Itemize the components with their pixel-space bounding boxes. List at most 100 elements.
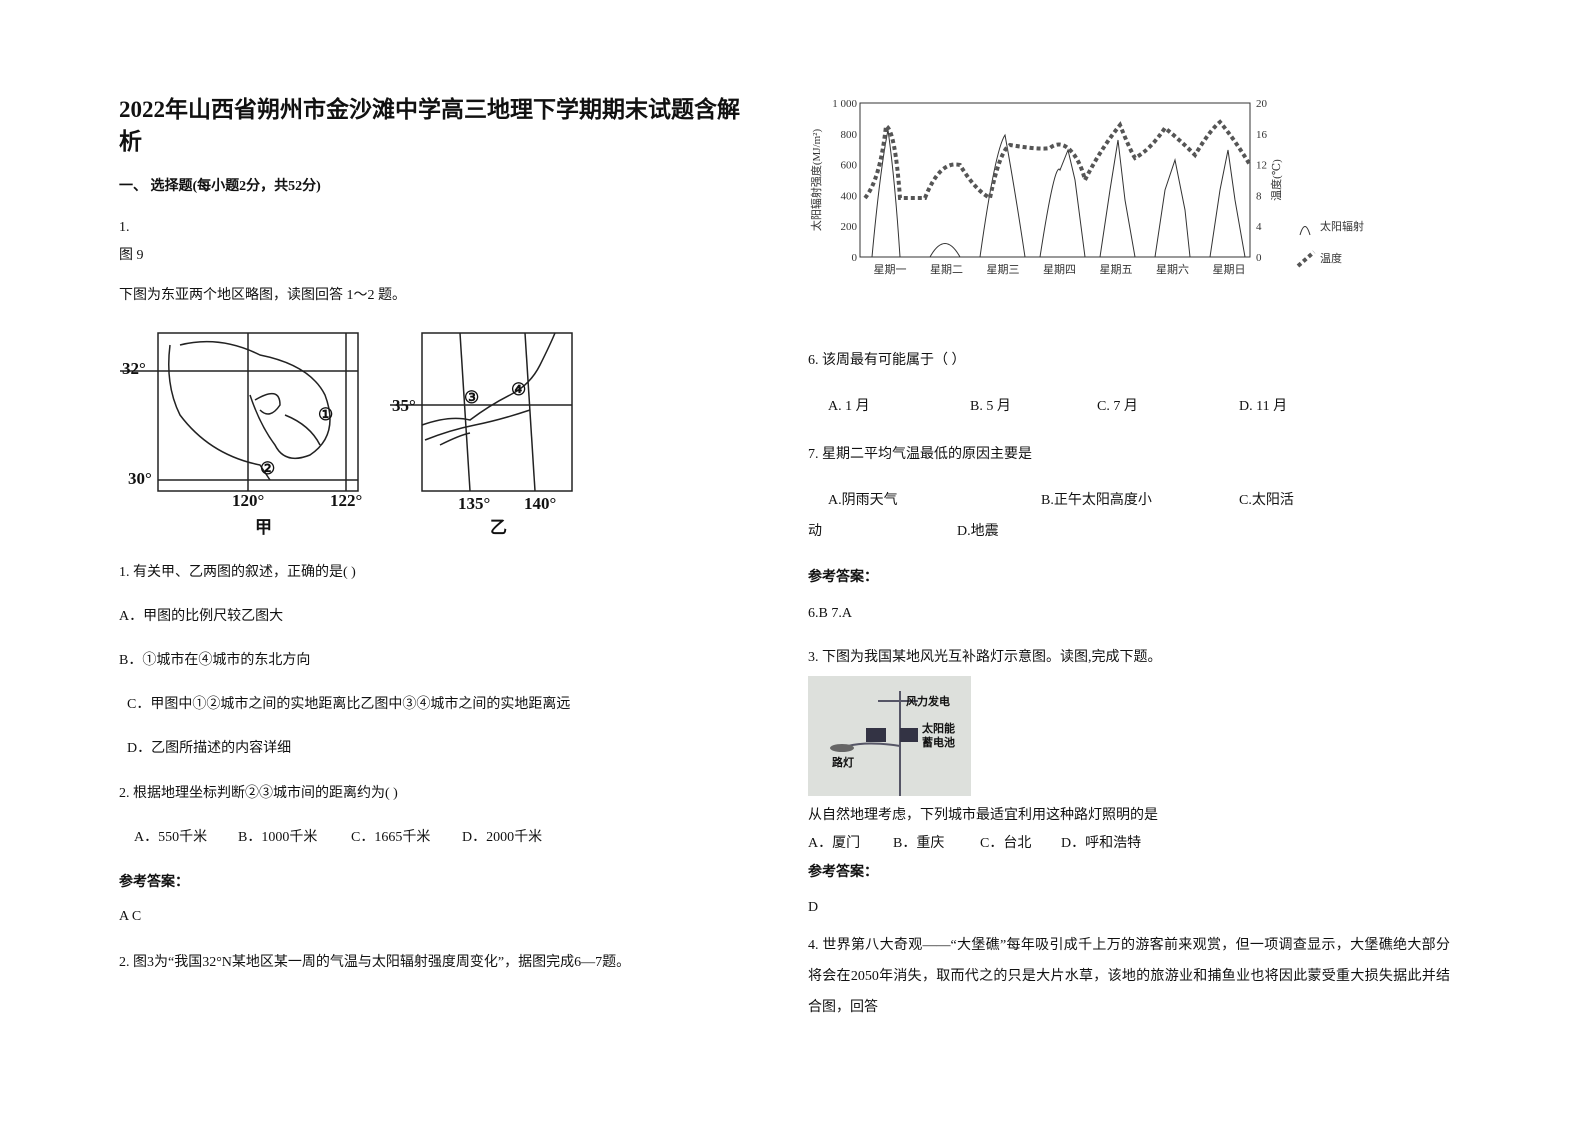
answer-label: 参考答案： [808, 570, 878, 585]
option: B．重庆 [893, 836, 945, 851]
map-label: 135° [458, 494, 490, 513]
question-number: 1. [119, 220, 130, 235]
y-tick-label: 800 [841, 129, 858, 141]
map-label: 35° [392, 396, 416, 415]
map-label: 32° [122, 359, 146, 378]
x-tick-label: 星期三 [987, 263, 1020, 276]
map-label: 122° [330, 491, 362, 510]
option: D. 11 月 [1239, 399, 1288, 414]
map-label: ② [260, 459, 275, 478]
question-stem: 2. 图3为“我国32°N某地区某一周的气温与太阳辐射强度周变化”，据图完成6—… [119, 955, 631, 970]
photo-label: 蓄电池 [922, 735, 955, 749]
x-tick-label: 星期日 [1213, 263, 1246, 276]
map-label: ④ [511, 380, 526, 399]
graphic: 1 000 800 600 400 200 0 20 16 12 8 4 0 星期一 星期二 星期三 星期四 星… [809, 98, 1364, 276]
option: C．甲图中①②城市之间的实地距离比乙图中③④城市之间的实地距离远 [127, 697, 571, 712]
y2-tick-label: 16 [1256, 129, 1268, 141]
answer-label: 参考答案： [119, 875, 189, 890]
graphic [859, 102, 1316, 268]
map-label: ① [318, 405, 333, 424]
section-heading: 一、 选择题(每小题2分，共52分) [119, 179, 321, 194]
option: C.太阳活 [1239, 493, 1294, 508]
y2-tick-label: 12 [1256, 160, 1267, 172]
option: D．2000千米 [462, 830, 543, 845]
x-tick-label: 星期四 [1043, 263, 1076, 276]
y-tick-label: 0 [852, 252, 858, 264]
y-axis-label: 太阳辐射强度(MJ/m²) [809, 129, 823, 232]
option: B．1000千米 [238, 830, 318, 845]
option: A.阴雨天气 [828, 493, 898, 508]
y-tick-label: 400 [841, 190, 858, 202]
option: D．乙图所描述的内容详细 [127, 741, 292, 756]
map-caption: 甲 [255, 518, 272, 537]
legend-icon [1299, 226, 1311, 236]
map-frame [157, 332, 359, 492]
map-line [459, 332, 471, 492]
question-stem: 2. 根据地理坐标判断②③城市间的距离约为( ) [119, 786, 398, 801]
question-stem: 从自然地理考虑，下列城市最适宜利用这种路灯照明的是 [808, 808, 1158, 823]
answer: D [808, 900, 819, 915]
map-label: 30° [128, 469, 152, 488]
question-stem: 7. 星期二平均气温最低的原因主要是 [808, 447, 1032, 462]
x-tick-label: 星期一 [874, 263, 907, 276]
y2-tick-label: 8 [1256, 190, 1262, 202]
legend-label: 温度 [1320, 251, 1342, 265]
option: B．①城市在④城市的东北方向 [119, 653, 311, 668]
lamp-arm [847, 742, 901, 747]
option: C. 7 月 [1097, 399, 1138, 414]
question-stem: 6. 该周最有可能属于（ ） [808, 353, 966, 368]
y2-tick-label: 4 [1256, 221, 1262, 233]
panel [866, 728, 886, 742]
answer: A C [119, 909, 142, 924]
y-tick-label: 600 [841, 160, 858, 172]
photo-label: 太阳能 [921, 721, 955, 735]
map-line [524, 332, 536, 492]
option: A．厦门 [808, 836, 861, 851]
graphic: 32° 30° 120° 122° 甲 ① ② 35° 135° 140° 乙 … [122, 359, 556, 537]
maps-figure: 32° 30° 120° 122° 甲 ① ② 35° 135° 140° 乙 … [120, 332, 573, 537]
y-tick-label: 1 000 [832, 98, 857, 110]
y2-axis-label: 温度(℃) [1269, 159, 1283, 201]
option: D.地震 [957, 524, 999, 539]
legend-icon [1296, 250, 1316, 268]
chart-frame [859, 102, 1251, 258]
x-tick-label: 星期五 [1100, 263, 1133, 276]
coastline [421, 332, 556, 446]
legend-label: 太阳辐射 [1320, 219, 1364, 233]
y-tick-label: 200 [841, 221, 858, 233]
y2-tick-label: 20 [1256, 98, 1268, 110]
paragraph: 4. 世界第八大奇观——“大堡礁”每年吸引成千上万的游客前来观赏，但一项调查显示… [808, 938, 1450, 1015]
question-stem: 1. 有关甲、乙两图的叙述，正确的是( ) [119, 565, 356, 580]
figure-ref: 图 9 [119, 248, 144, 263]
map-label: 140° [524, 494, 556, 513]
graphic [120, 332, 573, 492]
intro: 下图为东亚两个地区略图，读图回答 1～2 题。 [119, 288, 406, 303]
x-tick-label: 星期六 [1156, 263, 1189, 276]
option: C．台北 [980, 836, 1032, 851]
x-tick-label: 星期二 [930, 263, 963, 276]
chart-figure: 1 000 800 600 400 200 0 20 16 12 8 4 0 星期一 星期二 星期三 星期四 星… [809, 98, 1364, 276]
option: 动 [808, 524, 822, 539]
lamp [830, 744, 854, 752]
option: A. 1 月 [828, 399, 870, 414]
temperature-curve [863, 119, 1252, 202]
option: A．甲图的比例尺较乙图大 [119, 609, 284, 624]
option: C．1665千米 [351, 830, 431, 845]
answer-label: 参考答案： [808, 865, 878, 880]
photo-label: 路灯 [832, 755, 854, 769]
doc-title: 2022年山西省朔州市金沙滩中学高三地理下学期期末试题含解析 [119, 97, 740, 154]
turbine [878, 691, 918, 711]
photo-label: 风力发电 [906, 694, 950, 708]
map-label: ③ [464, 388, 479, 407]
photo: 风力发电 太阳能 蓄电池 路灯 [808, 676, 971, 796]
photo-bg [808, 676, 971, 796]
coastline [168, 340, 331, 481]
panel [900, 728, 918, 742]
graphic [847, 691, 918, 796]
map-frame [421, 332, 573, 492]
question-stem: 3. 下图为我国某地风光互补路灯示意图。读图,完成下题。 [808, 650, 1162, 665]
graphic: 风力发电 太阳能 蓄电池 路灯 [832, 694, 955, 769]
option: B.正午太阳高度小 [1041, 493, 1152, 508]
map-label: 120° [232, 491, 264, 510]
